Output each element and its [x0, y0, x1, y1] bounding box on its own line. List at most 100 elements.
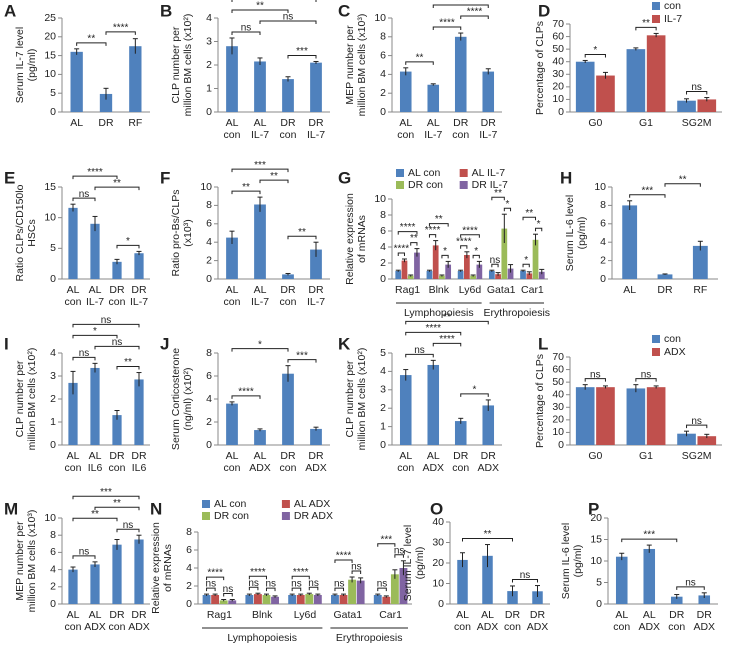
x-tick-label: con — [109, 296, 126, 308]
x-tick-label: AL — [254, 117, 267, 129]
y-tick-label: 6 — [380, 225, 386, 237]
y-tick-label: 25 — [44, 12, 56, 24]
x-tick-label: AL — [226, 117, 239, 129]
bar — [464, 255, 470, 279]
significance-label: ns — [269, 0, 280, 1]
x-tick-label: Blnk — [429, 284, 450, 296]
x-tick-label: AL — [615, 609, 628, 621]
legend-label: ADX — [664, 346, 686, 358]
bar — [202, 595, 211, 604]
x-tick-label: DR — [280, 284, 296, 296]
y-tick-label: 0 — [50, 273, 56, 285]
bar — [457, 559, 468, 604]
bar — [507, 268, 514, 279]
significance-label: * — [258, 339, 262, 350]
significance-label: ns — [79, 547, 90, 558]
significance-bracket — [405, 331, 462, 336]
y-axis-label: MEP number per — [14, 521, 26, 601]
y-axis-label: (pg/ml) — [572, 545, 584, 578]
bar — [99, 93, 113, 112]
y-axis-label: Ratio pro-Bs/CLPs — [170, 190, 182, 277]
significance-bracket — [116, 366, 140, 370]
x-tick-label: con — [224, 129, 241, 141]
bar — [626, 49, 646, 112]
bar — [520, 271, 526, 279]
significance-bracket — [259, 20, 317, 24]
significance-bracket — [206, 576, 225, 581]
significance-label: **** — [467, 7, 483, 18]
y-tick-label: 10 — [44, 512, 56, 524]
significance-bracket — [72, 555, 96, 559]
legend-swatch — [396, 169, 404, 177]
bar — [526, 273, 533, 279]
y-axis-label: million BM cells (x10²) — [26, 348, 38, 451]
significance-bracket — [472, 254, 480, 259]
x-tick-label: AL — [643, 609, 656, 621]
significance-label: **** — [336, 551, 352, 562]
significance-bracket — [522, 263, 530, 268]
bar — [134, 539, 144, 604]
bar — [134, 253, 144, 279]
y-tick-label: 0 — [558, 439, 564, 451]
significance-bracket — [351, 570, 362, 574]
panel-letter: F — [160, 168, 170, 187]
y-axis-label: Serum IL-6 level — [564, 195, 576, 271]
x-tick-label: IL-7 — [251, 129, 269, 141]
significance-bracket — [231, 395, 261, 399]
significance-label: ** — [256, 1, 264, 12]
legend-swatch — [281, 500, 290, 508]
significance-label: * — [474, 246, 478, 257]
significance-label: *** — [643, 530, 655, 541]
y-tick-label: 2 — [600, 254, 606, 266]
significance-bracket — [206, 587, 216, 592]
legend-swatch — [652, 348, 660, 356]
panel-letter: E — [4, 168, 15, 187]
y-tick-label: 4 — [50, 347, 56, 359]
significance-label: * — [126, 236, 130, 247]
legend-label: IL-7 — [664, 13, 682, 25]
y-axis-label: Serum IL-6 level — [560, 523, 572, 599]
y-tick-label: 10 — [44, 68, 56, 80]
legend-label: AL con — [214, 498, 246, 510]
significance-label: ns — [685, 577, 696, 588]
significance-label: ns — [291, 579, 302, 590]
y-tick-label: 8 — [50, 529, 56, 541]
panel-letter: J — [160, 334, 169, 353]
y-tick-label: 70 — [552, 18, 564, 30]
y-tick-label: 50 — [552, 376, 564, 388]
x-tick-label: DR — [131, 609, 147, 621]
bar — [427, 364, 440, 445]
significance-bracket — [248, 575, 267, 580]
legend-label: con — [664, 333, 681, 345]
significance-bracket — [76, 42, 107, 46]
significance-bracket — [460, 245, 468, 249]
significance-label: ns — [414, 345, 425, 356]
bar — [401, 260, 408, 279]
significance-bracket — [223, 593, 233, 597]
x-tick-label: AL — [226, 450, 239, 462]
x-tick-label: SG2M — [682, 450, 712, 462]
significance-bracket — [291, 587, 302, 592]
x-tick-label: DR — [109, 450, 125, 462]
x-tick-label: DR — [669, 609, 685, 621]
significance-label: ns — [334, 579, 345, 590]
significance-bracket — [397, 252, 405, 256]
significance-bracket — [72, 495, 140, 500]
x-tick-label: DR — [481, 450, 497, 462]
x-tick-label: con — [109, 621, 126, 633]
x-tick-label: RF — [693, 284, 707, 296]
x-tick-label: DR — [308, 284, 324, 296]
y-tick-label: 3 — [50, 370, 56, 382]
x-tick-label: con — [280, 462, 297, 474]
y-tick-label: 0 — [558, 106, 564, 118]
bar — [697, 99, 717, 112]
bar — [68, 207, 78, 279]
y-tick-label: 10 — [594, 181, 606, 193]
significance-bracket — [265, 587, 276, 592]
y-tick-label: 5 — [596, 576, 602, 588]
y-tick-label: 0 — [206, 273, 212, 285]
significance-bracket — [629, 194, 666, 198]
x-tick-label: G0 — [588, 117, 602, 129]
significance-bracket — [105, 31, 136, 35]
significance-label: *** — [641, 185, 653, 196]
